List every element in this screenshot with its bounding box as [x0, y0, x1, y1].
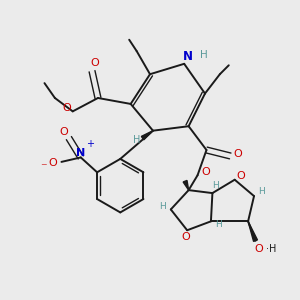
Polygon shape: [183, 180, 189, 190]
Text: ·H: ·H: [266, 244, 276, 254]
Text: O: O: [233, 149, 242, 160]
Text: O: O: [59, 127, 68, 136]
Polygon shape: [141, 131, 153, 140]
Text: H: H: [215, 220, 222, 229]
Text: +: +: [86, 139, 94, 149]
Text: O: O: [202, 167, 210, 177]
Text: ⁻: ⁻: [40, 161, 46, 174]
Text: N: N: [183, 50, 193, 63]
Text: H: H: [159, 202, 166, 211]
Text: O: O: [254, 244, 263, 254]
Text: O: O: [48, 158, 57, 168]
Text: N: N: [76, 148, 86, 158]
Text: O: O: [237, 171, 246, 181]
Text: O: O: [62, 103, 71, 113]
Text: O: O: [181, 232, 190, 242]
Text: H: H: [258, 187, 265, 196]
Text: H: H: [200, 50, 207, 60]
Polygon shape: [248, 221, 257, 242]
Text: O: O: [91, 58, 99, 68]
Text: H: H: [213, 181, 219, 190]
Text: H: H: [133, 135, 140, 145]
